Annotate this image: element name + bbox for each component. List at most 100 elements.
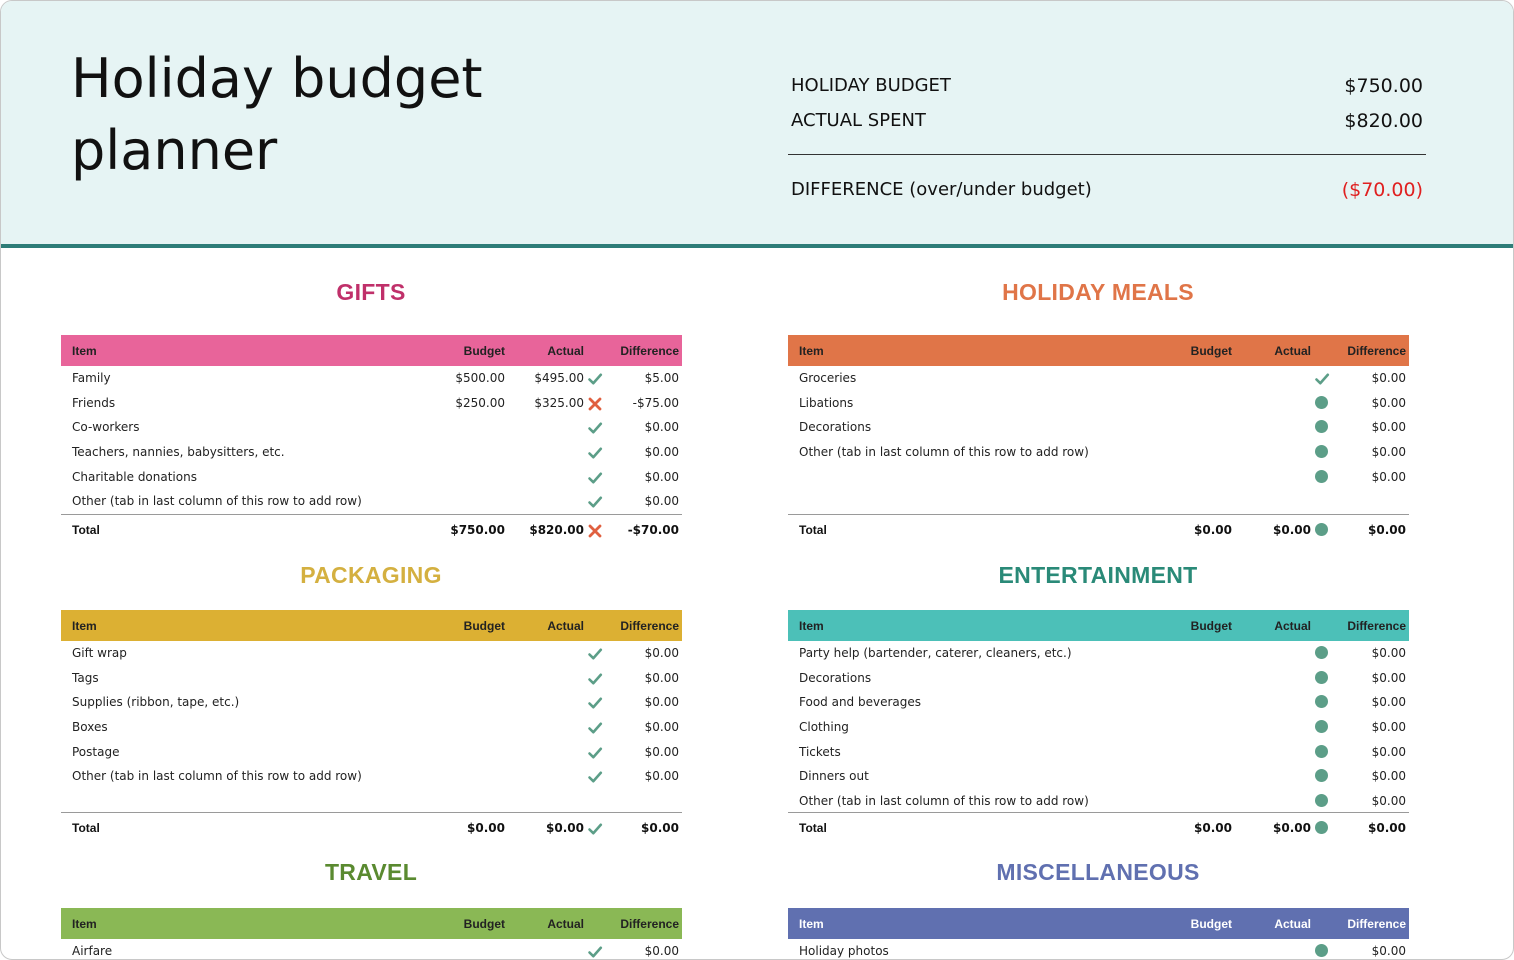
table-row[interactable]: Other (tab in last column of this row to… xyxy=(788,440,1409,465)
column-header-difference: Difference xyxy=(1347,344,1406,358)
holiday-budget-value[interactable]: $750.00 xyxy=(1344,75,1423,97)
misc-table: Item Budget Actual Difference Holiday photos… xyxy=(788,908,1409,959)
table-row[interactable]: Airfare $0.00 xyxy=(61,939,682,959)
column-header-difference: Difference xyxy=(620,619,679,633)
table-row[interactable]: Supplies (ribbon, tape, etc.) $0.00 xyxy=(61,690,682,715)
status-dot-icon xyxy=(1315,944,1328,957)
table-row[interactable]: Family $500.00 $495.00 $5.00 xyxy=(61,366,682,391)
summary-divider xyxy=(788,154,1426,155)
table-row[interactable]: Libations $0.00 xyxy=(788,391,1409,416)
item-cell[interactable]: Charitable donations xyxy=(72,469,197,484)
difference-cell: $0.00 xyxy=(1371,670,1406,685)
under-budget-check-icon xyxy=(587,420,603,436)
difference-cell: $0.00 xyxy=(1371,395,1406,410)
status-dot-icon xyxy=(1315,420,1328,434)
item-cell[interactable]: Teachers, nannies, babysitters, etc. xyxy=(72,445,285,460)
item-cell[interactable]: Boxes xyxy=(72,720,108,735)
table-header: Item Budget Actual Difference xyxy=(788,908,1409,939)
difference-cell: $0.00 xyxy=(1371,445,1406,460)
table-row[interactable]: Co-workers $0.00 xyxy=(61,415,682,440)
item-cell[interactable]: Family xyxy=(72,371,111,385)
status-dot-icon xyxy=(1315,769,1328,783)
status-dot-icon xyxy=(1315,695,1328,709)
item-cell[interactable]: Food and beverages xyxy=(799,695,922,710)
budget-cell[interactable]: $500.00 xyxy=(455,371,505,385)
column-header-item: Item xyxy=(799,917,824,931)
total-budget: $0.00 xyxy=(1194,523,1232,537)
item-cell[interactable]: Other (tab in last column of this row to… xyxy=(799,445,1089,460)
item-cell[interactable]: Groceries xyxy=(799,371,857,385)
actual-cell[interactable]: $325.00 xyxy=(534,395,584,410)
item-cell[interactable]: Holiday photos xyxy=(799,944,889,958)
table-row[interactable]: Postage $0.00 xyxy=(61,740,682,765)
table-row[interactable]: Holiday photos $0.00 xyxy=(788,939,1409,959)
difference-cell: $0.00 xyxy=(1371,794,1406,809)
actual-cell[interactable]: $495.00 xyxy=(534,371,584,385)
item-cell[interactable]: Tickets xyxy=(799,744,841,759)
total-row: Total $0.00 $0.00 $0.00 xyxy=(788,518,1409,542)
item-cell[interactable]: Party help (bartender, caterer, cleaners… xyxy=(799,646,1072,660)
under-budget-check-icon xyxy=(587,944,603,959)
item-cell[interactable]: Tags xyxy=(72,670,99,685)
table-row[interactable]: Friends $250.00 $325.00 -$75.00 xyxy=(61,391,682,416)
item-cell[interactable]: Other (tab in last column of this row to… xyxy=(72,769,362,784)
column-header-item: Item xyxy=(72,917,97,931)
item-cell[interactable]: Other (tab in last column of this row to… xyxy=(72,494,362,509)
difference-cell: $0.00 xyxy=(1371,420,1406,435)
under-budget-check-icon xyxy=(587,494,603,510)
difference-cell: $0.00 xyxy=(1371,744,1406,759)
table-row[interactable]: Other (tab in last column of this row to… xyxy=(788,789,1409,814)
total-difference: -$70.00 xyxy=(627,523,679,537)
table-row[interactable]: Decorations $0.00 xyxy=(788,415,1409,440)
item-cell[interactable]: Gift wrap xyxy=(72,646,127,660)
section-title: TRAVEL xyxy=(324,859,418,885)
item-cell[interactable]: Libations xyxy=(799,395,854,410)
item-cell[interactable]: Postage xyxy=(72,744,120,759)
table-row[interactable]: Party help (bartender, caterer, cleaners… xyxy=(788,641,1409,666)
budget-cell[interactable]: $250.00 xyxy=(455,395,505,410)
section-title: HOLIDAY MEALS xyxy=(1002,279,1194,305)
item-cell[interactable]: Airfare xyxy=(72,944,113,958)
difference-cell: $0.00 xyxy=(644,494,679,509)
table-row[interactable]: Decorations $0.00 xyxy=(788,666,1409,691)
difference-cell: $0.00 xyxy=(1371,371,1406,385)
table-row[interactable]: Boxes $0.00 xyxy=(61,715,682,740)
section-title: MISCELLANEOUS xyxy=(996,859,1200,885)
table-row[interactable]: Gift wrap $0.00 xyxy=(61,641,682,666)
item-cell[interactable]: Decorations xyxy=(799,420,872,435)
table-row[interactable]: Charitable donations $0.00 xyxy=(61,465,682,490)
difference-label: DIFFERENCE (over/under budget) xyxy=(791,179,1092,200)
table-row[interactable]: Tags $0.00 xyxy=(61,666,682,691)
difference-value[interactable]: ($70.00) xyxy=(1341,179,1423,201)
table-row[interactable]: Teachers, nannies, babysitters, etc. $0.0… xyxy=(61,440,682,465)
over-budget-cross-icon xyxy=(587,523,603,539)
column-header-item: Item xyxy=(72,344,97,358)
column-header-budget: Budget xyxy=(463,619,505,633)
title-line-2: planner xyxy=(71,119,278,182)
column-header-actual: Actual xyxy=(547,344,584,358)
table-row[interactable]: Other (tab in last column of this row to… xyxy=(61,489,682,514)
column-header-difference: Difference xyxy=(620,344,679,358)
total-difference: $0.00 xyxy=(1368,821,1406,835)
total-row: Total $0.00 $0.00 $0.00 xyxy=(61,816,682,840)
table-row[interactable]: Food and beverages $0.00 xyxy=(788,690,1409,715)
column-header-budget: Budget xyxy=(463,917,505,931)
table-row[interactable]: Dinners out $0.00 xyxy=(788,764,1409,789)
item-cell[interactable]: Dinners out xyxy=(799,769,869,784)
item-cell[interactable]: Clothing xyxy=(799,720,849,735)
item-cell[interactable]: Friends xyxy=(72,395,116,410)
actual-spent-value[interactable]: $820.00 xyxy=(1344,110,1423,132)
total-divider xyxy=(788,514,1409,515)
table-row[interactable]: Tickets $0.00 xyxy=(788,740,1409,765)
section-title: ENTERTAINMENT xyxy=(998,562,1198,588)
table-row[interactable]: $0.00 xyxy=(788,465,1409,490)
table-row[interactable]: Groceries $0.00 xyxy=(788,366,1409,391)
table-row[interactable]: Other (tab in last column of this row to… xyxy=(61,764,682,789)
item-cell[interactable]: Co-workers xyxy=(72,420,140,435)
item-cell[interactable]: Supplies (ribbon, tape, etc.) xyxy=(72,695,240,710)
item-cell[interactable]: Other (tab in last column of this row to… xyxy=(799,794,1089,809)
under-budget-check-icon xyxy=(1314,371,1330,387)
total-budget: $750.00 xyxy=(450,523,505,537)
item-cell[interactable]: Decorations xyxy=(799,670,872,685)
table-row[interactable]: Clothing $0.00 xyxy=(788,715,1409,740)
